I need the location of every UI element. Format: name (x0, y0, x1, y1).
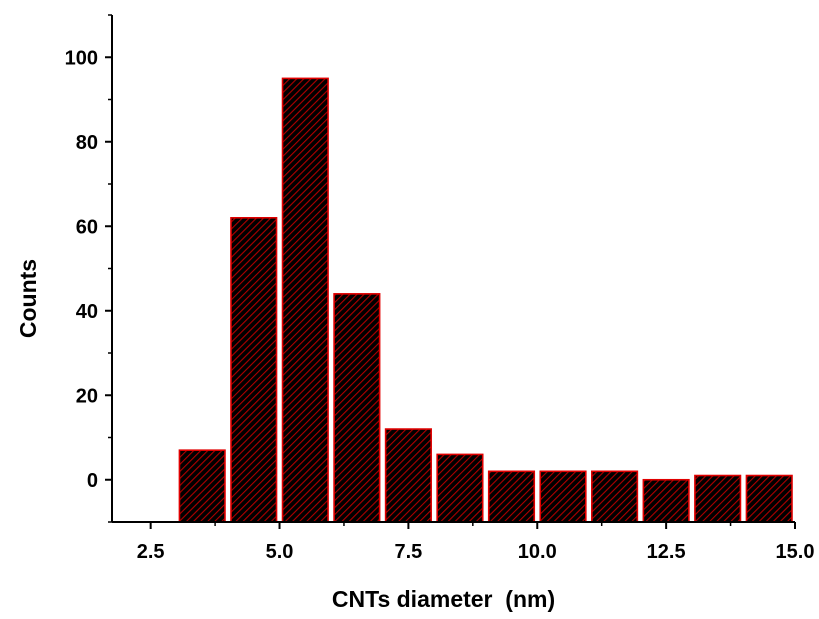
histogram-bar (230, 217, 278, 523)
histogram-bar (178, 449, 226, 523)
histogram-bar (333, 293, 381, 523)
x-tick-label: 12.5 (647, 541, 686, 563)
histogram-bar (384, 428, 432, 523)
x-tick-label: 2.5 (137, 541, 165, 563)
histogram-bar (281, 77, 329, 523)
x-tick-label: 15.0 (776, 541, 815, 563)
histogram-bar (745, 474, 793, 523)
x-tick-label: 10.0 (518, 541, 557, 563)
histogram-bar (642, 478, 690, 523)
y-tick-label: 40 (76, 301, 98, 323)
y-tick-label: 20 (76, 385, 98, 407)
y-tick-label: 100 (65, 47, 98, 69)
y-tick-label: 0 (87, 470, 98, 492)
x-tick-label: 7.5 (394, 541, 422, 563)
y-tick-label: 60 (76, 216, 98, 238)
x-tick-label: 5.0 (266, 541, 294, 563)
x-axis-title: CNTs diameter (nm) (332, 586, 555, 612)
histogram-bar (539, 470, 587, 523)
y-tick-label: 80 (76, 132, 98, 154)
histogram-bar (694, 474, 742, 523)
labels-layer: CNTs diameter (nm) Counts (15, 259, 555, 612)
axes-layer: 0 20 40 60 80 100 2.5 5.0 7.5 10.0 12.5 15.0 (65, 14, 815, 563)
histogram-bar (591, 470, 639, 523)
bars-layer (178, 77, 793, 523)
histogram-bar (487, 470, 536, 523)
histogram-bar (436, 453, 484, 523)
y-axis-title: Counts (15, 259, 41, 338)
